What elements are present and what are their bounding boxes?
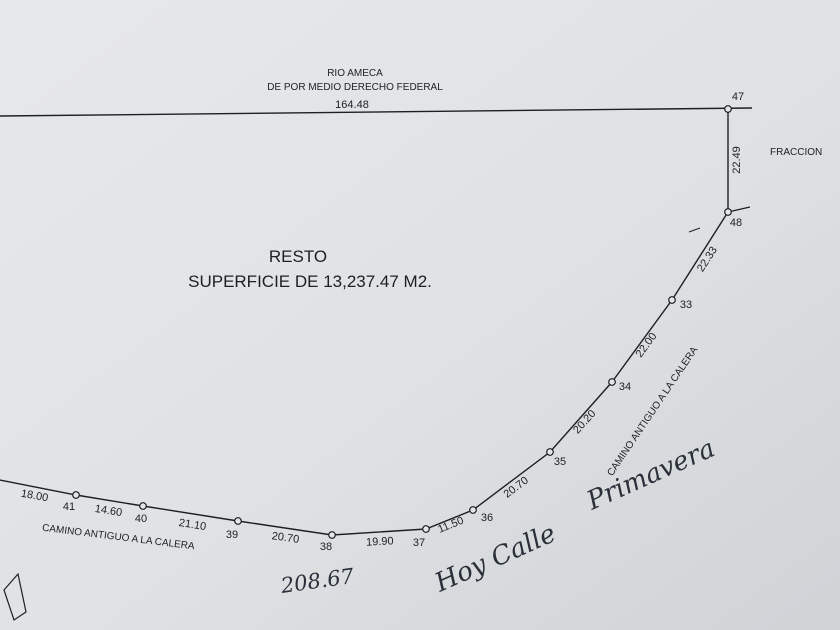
- corner-mark-shape: [3, 572, 27, 621]
- vertex-labels: 41 40 39 38 37 36 35 34 33 48 47: [63, 91, 744, 553]
- vertex-marker-47: [724, 105, 732, 113]
- fraction-label: FRACCION: [770, 147, 822, 158]
- vertex-marker-48: [724, 208, 732, 216]
- parcel-title: RESTO: [269, 247, 327, 266]
- vertex-marker-39: [234, 517, 242, 525]
- vertex-markers: [72, 105, 732, 539]
- paper-mark-line: [688, 227, 701, 233]
- vertex-label-33: 33: [680, 299, 692, 311]
- vertex-marker-33: [668, 296, 676, 304]
- vertex-label-47: 47: [732, 91, 744, 103]
- segment-length-3: 21.10: [178, 517, 207, 533]
- vertex-label-40: 40: [135, 513, 147, 525]
- vertex-label-35: 35: [554, 456, 566, 468]
- vertex-label-41: 41: [63, 501, 75, 513]
- vertex-marker-34: [608, 378, 616, 386]
- vertex-label-36: 36: [481, 512, 493, 524]
- vertex-marker-38: [328, 531, 336, 539]
- vertex-marker-41: [72, 491, 80, 499]
- segment-length-5: 19.90: [366, 535, 394, 548]
- vertex-label-39: 39: [226, 529, 238, 541]
- vertex-marker-40: [139, 502, 147, 510]
- parcel-area-label: SUPERFICIE DE 13,237.47 M2.: [188, 272, 432, 291]
- segment-length-1: 18.00: [20, 488, 49, 505]
- segment-length-4: 20.70: [271, 530, 300, 546]
- vertex-label-37: 37: [413, 537, 425, 549]
- federal-right-label: DE POR MEDIO DERECHO FEDERAL: [267, 82, 443, 93]
- segment-length-2: 14.60: [94, 503, 123, 519]
- river-name-label: RIO AMECA: [327, 68, 383, 79]
- vertex-marker-35: [546, 448, 554, 456]
- north-length-label: 164.48: [335, 99, 369, 111]
- vertex-marker-36: [469, 506, 477, 514]
- vertex-label-34: 34: [619, 381, 631, 393]
- vertex-marker-37: [422, 525, 430, 533]
- river-boundary-line: [0, 107, 753, 117]
- east-length-label: 22.49: [731, 146, 743, 174]
- vertex-label-48: 48: [730, 217, 742, 229]
- vertex-label-38: 38: [320, 541, 332, 553]
